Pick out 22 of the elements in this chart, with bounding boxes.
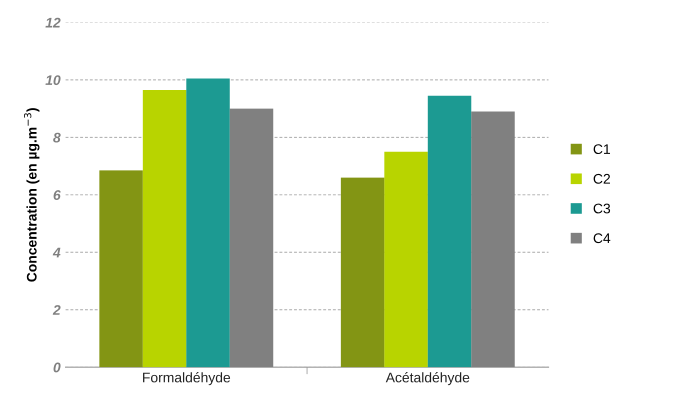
y-tick-label: 12 [45, 18, 61, 28]
y-tick-label: 8 [53, 132, 61, 143]
bar [471, 112, 515, 368]
y-tick-label: 0 [54, 362, 61, 372]
x-tick-label: Formaldéhyde [143, 372, 230, 386]
bar [230, 108, 274, 368]
bar [99, 170, 143, 368]
bar [428, 96, 472, 368]
y-axis-title: Concentration (en µg.m$^{−3}$) [24, 108, 40, 282]
x-tick-label: Acétaldéhyde [386, 372, 470, 386]
bar [186, 78, 230, 368]
legend-label: C1 [594, 144, 610, 154]
legend-label: C3 [594, 204, 610, 214]
legend-label: C2 [594, 174, 610, 184]
y-tick-label: 10 [45, 75, 61, 86]
bar [340, 178, 384, 368]
bar [384, 152, 428, 368]
bar [142, 90, 186, 368]
y-tick-label: 4 [52, 248, 60, 258]
y-tick-label: 2 [52, 305, 61, 315]
legend-label: C4 [594, 233, 610, 244]
y-tick-label: 6 [54, 190, 61, 200]
